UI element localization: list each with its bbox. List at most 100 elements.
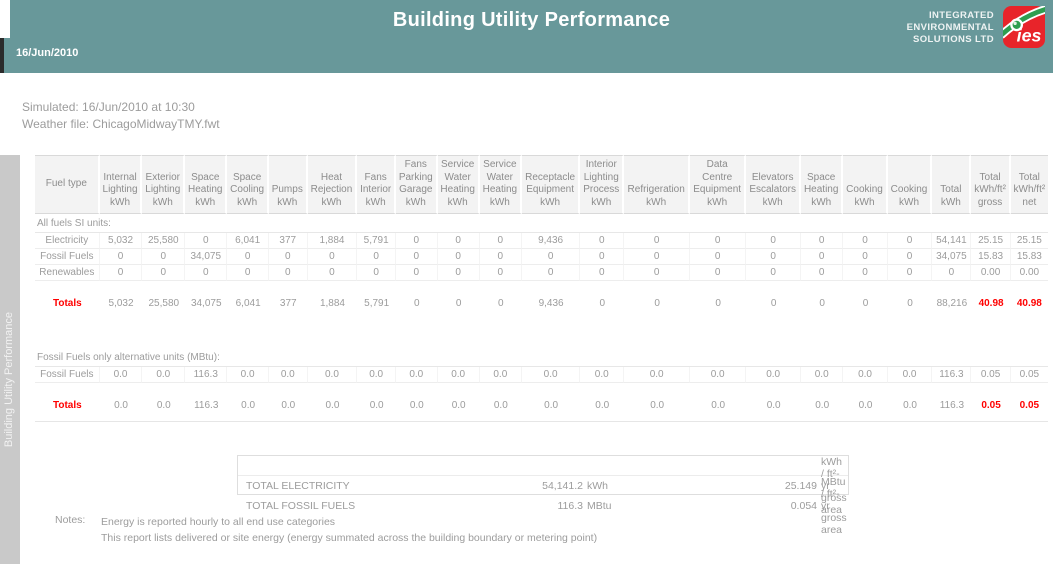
value-cell-interior-lighting-process: 0.0 bbox=[595, 400, 610, 411]
value-cell-total: 54,141 bbox=[932, 233, 972, 249]
value-cell-pumps: 0 bbox=[268, 249, 308, 265]
table-gap-row bbox=[35, 311, 1048, 348]
vertical-report-tab[interactable]: Building Utility Performance bbox=[0, 155, 20, 564]
value-cell-space-cooling: 0.0 bbox=[241, 400, 256, 411]
section-label: Fossil Fuels only alternative units (MBt… bbox=[35, 348, 1048, 367]
value-cell-space-heating-2: 0.0 bbox=[815, 400, 830, 411]
notes-label: Notes: bbox=[55, 514, 86, 526]
simulated-line: Simulated: 16/Jun/2010 at 10:30 bbox=[22, 100, 195, 114]
value-cell-pumps: 0.0 bbox=[281, 400, 296, 411]
value-cell-interior-lighting-process: 0.0 bbox=[580, 367, 625, 383]
value-cell-exterior-lighting: 25,580 bbox=[142, 233, 186, 249]
column-header-exterior-lighting: Exterior Lighting kWh bbox=[142, 155, 186, 214]
summary-value: 116.3 bbox=[557, 500, 584, 512]
ies-company-name: INTEGRATED ENVIRONMENTAL SOLUTIONS LTD bbox=[907, 6, 994, 46]
value-cell-space-heating: 34,075 bbox=[190, 298, 222, 309]
column-header-fans-interior: Fans Interior kWh bbox=[357, 155, 396, 214]
weather-file-line: Weather file: ChicagoMidwayTMY.fwt bbox=[22, 117, 220, 131]
value-cell-interior-lighting-process: 0 bbox=[599, 298, 606, 309]
value-cell-fans-interior: 5,791 bbox=[364, 298, 390, 309]
table-label-row: Fossil Fuels only alternative units (MBt… bbox=[35, 348, 1048, 367]
value-cell-data-centre-equipment: 0 bbox=[690, 249, 747, 265]
ies-logo: INTEGRATED ENVIRONMENTAL SOLUTIONS LTD i… bbox=[907, 5, 1048, 48]
value-cell-service-water-heating-1: 0 bbox=[455, 298, 462, 309]
value-cell-space-cooling: 0 bbox=[227, 249, 269, 265]
value-cell-data-centre-equipment: 0 bbox=[690, 233, 747, 249]
value-cell-space-cooling: 6,041 bbox=[235, 298, 261, 309]
value-cell-refrigeration: 0 bbox=[624, 265, 691, 281]
column-header-space-heating-2: Space Heating kWh bbox=[801, 155, 844, 214]
value-cell-service-water-heating-2: 0 bbox=[479, 233, 522, 249]
notes-lines: Energy is reported hourly to all end use… bbox=[101, 514, 597, 546]
value-cell-refrigeration: 0.0 bbox=[624, 367, 691, 383]
value-cell-fans-interior: 0.0 bbox=[369, 400, 384, 411]
value-cell-data-centre-equipment: 0 bbox=[715, 298, 721, 309]
row-label: Totals bbox=[52, 400, 82, 411]
value-cell-internal-lighting: 5,032 bbox=[99, 233, 143, 249]
row-label: Fossil Fuels bbox=[35, 367, 100, 383]
value-cell-cooking-2: 0 bbox=[887, 249, 933, 265]
banner-date-band: 16/Jun/2010 bbox=[0, 38, 1053, 73]
value-cell-service-water-heating-2: 0 bbox=[479, 265, 522, 281]
section-label: All fuels SI units: bbox=[35, 214, 1048, 233]
value-cell-space-heating-2: 0 bbox=[819, 298, 825, 309]
value-cell-space-heating: 116.3 bbox=[185, 367, 228, 383]
value-cell-cooking-1: 0 bbox=[843, 249, 888, 265]
value-cell-cooking-1: 0.0 bbox=[858, 400, 873, 411]
value-cell-pumps: 0 bbox=[268, 265, 308, 281]
value-cell-total-gross: 0.05 bbox=[971, 367, 1011, 383]
value-cell-service-water-heating-1: 0.0 bbox=[437, 367, 480, 383]
summary-row: TOTAL ELECTRICITY 54,141.2 kWh 25.149 kWh / … bbox=[238, 456, 848, 516]
value-cell-total: 0 bbox=[932, 265, 972, 281]
value-cell-internal-lighting: 0 bbox=[99, 265, 143, 281]
table-spacer-row bbox=[35, 383, 1048, 396]
value-cell-total-gross: 0.05 bbox=[981, 400, 1001, 411]
value-cell-internal-lighting: 0 bbox=[99, 249, 143, 265]
column-header-interior-lighting-process: Interior Lighting Process kWh bbox=[580, 155, 625, 214]
column-header-data-centre-equipment: Data Centre Equipment kWh bbox=[690, 155, 747, 214]
column-header-internal-lighting: Internal Lighting kWh bbox=[99, 155, 143, 214]
value-cell-internal-lighting: 5,032 bbox=[108, 298, 134, 309]
column-header-heat-rejection: Heat Rejection kWh bbox=[307, 155, 358, 214]
value-cell-total-net: 40.98 bbox=[1016, 298, 1042, 309]
value-cell-total-gross: 40.98 bbox=[978, 298, 1004, 309]
summary-per: 0.054 bbox=[790, 500, 817, 512]
summary-row: TOTAL FOSSIL FUELS 116.3 MBtu 0.054 MBtu / f… bbox=[238, 475, 848, 536]
table-header-row: Fuel type Internal Lighting kWh Exterior Ligh… bbox=[35, 155, 1048, 214]
value-cell-space-heating-2: 0 bbox=[801, 233, 844, 249]
table-spacer bbox=[35, 383, 1048, 396]
table-spacer bbox=[35, 281, 1048, 294]
value-cell-fans-parking-garage: 0 bbox=[396, 265, 438, 281]
value-cell-fans-interior: 0 bbox=[357, 249, 396, 265]
row-label: Electricity bbox=[35, 233, 100, 249]
value-cell-exterior-lighting: 0 bbox=[142, 265, 186, 281]
column-header-cooking-1: Cooking kWh bbox=[843, 155, 888, 214]
value-cell-cooking-2: 0.0 bbox=[887, 367, 933, 383]
summary-per: 25.149 bbox=[784, 480, 817, 492]
column-header-pumps: Pumps kWh bbox=[268, 155, 308, 214]
value-cell-space-cooling: 0 bbox=[227, 265, 269, 281]
summary-per-unit: kWh / ft²-yr gross area bbox=[821, 456, 847, 516]
value-cell-receptacle-equipment: 0.0 bbox=[521, 367, 581, 383]
value-cell-fans-parking-garage: 0.0 bbox=[409, 400, 424, 411]
note-line: This report lists delivered or site ener… bbox=[101, 532, 598, 544]
value-cell-space-cooling: 6,041 bbox=[227, 233, 269, 249]
value-cell-total: 116.3 bbox=[932, 367, 972, 383]
column-header-space-cooling: Space Cooling kWh bbox=[227, 155, 269, 214]
column-header-space-heating: Space Heating kWh bbox=[185, 155, 228, 214]
column-header-total-gross: Total kWh/ft² gross bbox=[971, 155, 1011, 214]
value-cell-elevators-escalators: 0 bbox=[770, 298, 777, 309]
value-cell-internal-lighting: 0.0 bbox=[114, 400, 128, 411]
value-cell-cooking-1: 0 bbox=[862, 298, 869, 309]
value-cell-heat-rejection: 1,884 bbox=[307, 233, 358, 249]
totals-row: Totals 0.0 0.0 116.3 0.0 0.0 0.0 0.0 0.0 0.0 0.0 0.… bbox=[35, 396, 1048, 413]
value-cell-total: 34,075 bbox=[932, 249, 972, 265]
value-cell-heat-rejection: 0 bbox=[307, 249, 358, 265]
value-cell-data-centre-equipment: 0.0 bbox=[690, 367, 747, 383]
report-content: Fuel type Internal Lighting kWh Exterior Ligh… bbox=[35, 155, 1048, 546]
notes-section: Notes: Energy is reported hourly to all … bbox=[55, 514, 1048, 546]
summary-unit: MBtu bbox=[587, 500, 612, 512]
value-cell-refrigeration: 0 bbox=[654, 298, 660, 309]
table-spacer-row bbox=[35, 281, 1048, 294]
value-cell-heat-rejection: 0.0 bbox=[325, 400, 340, 411]
